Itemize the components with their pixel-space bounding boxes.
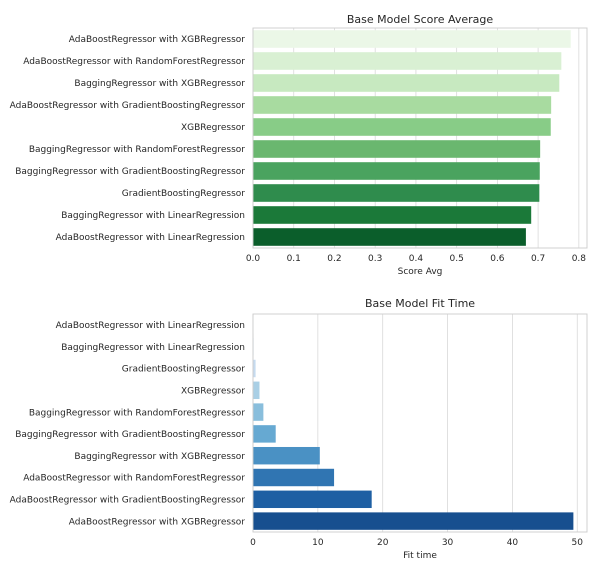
plot-frame [252, 313, 588, 533]
bar [253, 52, 562, 70]
chart-title: Base Model Score Average [347, 13, 494, 26]
x-tick-label: 0.7 [531, 254, 545, 264]
x-tick-label: 0.6 [490, 254, 505, 264]
category-label: BaggingRegressor with RandomForestRegres… [29, 408, 245, 418]
category-label: AdaBoostRegressor with RandomForestRegre… [23, 57, 245, 67]
bar [253, 228, 526, 246]
chart-title: Base Model Fit Time [365, 297, 475, 310]
chart-panel-1: AdaBoostRegressor with XGBRegressor AdaBo… [10, 13, 588, 277]
bar [253, 468, 335, 487]
bar [253, 403, 264, 421]
category-label: AdaBoostRegressor with GradientBoostingR… [10, 496, 246, 506]
category-label: XGBRegressor [181, 387, 245, 397]
x-tick-label: 40 [507, 538, 519, 548]
x-tick-label: 0.1 [287, 254, 301, 264]
x-tick-label: 20 [377, 538, 389, 548]
bar [253, 162, 540, 180]
x-axis-label: Fit time [403, 551, 437, 561]
x-tick-label: 0 [250, 538, 256, 548]
x-tick-label: 50 [572, 538, 584, 548]
category-label: AdaBoostRegressor with RandomForestRegre… [23, 474, 245, 484]
category-label: BaggingRegressor with GradientBoostingRe… [15, 430, 245, 440]
category-label: AdaBoostRegressor with LinearRegression [56, 233, 245, 243]
x-tick-label: 30 [442, 538, 454, 548]
x-tick-label: 0.8 [572, 254, 587, 264]
category-label: AdaBoostRegressor with GradientBoostingR… [10, 101, 246, 111]
bar [253, 425, 276, 443]
category-label: BaggingRegressor with XGBRegressor [74, 452, 245, 462]
x-tick-label: 0.4 [409, 254, 424, 264]
bar [253, 206, 532, 224]
bar [253, 446, 320, 465]
bar [253, 96, 552, 114]
bar [253, 512, 574, 530]
x-tick-label: 0.5 [449, 254, 463, 264]
category-label: BaggingRegressor with XGBRegressor [74, 79, 245, 89]
category-label: XGBRegressor [181, 123, 245, 133]
category-label: AdaBoostRegressor with XGBRegressor [69, 35, 246, 45]
bar [253, 74, 560, 92]
category-label: AdaBoostRegressor with LinearRegression [56, 321, 245, 331]
x-tick-label: 10 [312, 538, 324, 548]
category-label: GradientBoostingRegressor [122, 365, 246, 375]
x-tick-label: 0.3 [368, 254, 382, 264]
category-label: GradientBoostingRegressor [122, 189, 246, 199]
plot-frame [252, 27, 588, 249]
x-tick-label: 0.2 [327, 254, 341, 264]
x-axis-label: Score Avg [398, 267, 443, 277]
bar [253, 359, 256, 378]
chart-panel-2: AdaBoostRegressor with LinearRegression B… [10, 297, 588, 561]
bar [253, 118, 551, 136]
category-label: BaggingRegressor with LinearRegression [61, 343, 245, 353]
category-label: BaggingRegressor with GradientBoostingRe… [15, 167, 245, 177]
bar [253, 381, 260, 400]
category-label: BaggingRegressor with RandomForestRegres… [29, 145, 245, 155]
bar [253, 490, 372, 509]
bar [253, 30, 571, 48]
category-label: BaggingRegressor with LinearRegression [61, 211, 245, 221]
x-tick-label: 0.0 [246, 254, 261, 264]
bar [253, 140, 541, 158]
bar [253, 184, 540, 202]
category-label: AdaBoostRegressor with XGBRegressor [69, 517, 246, 527]
